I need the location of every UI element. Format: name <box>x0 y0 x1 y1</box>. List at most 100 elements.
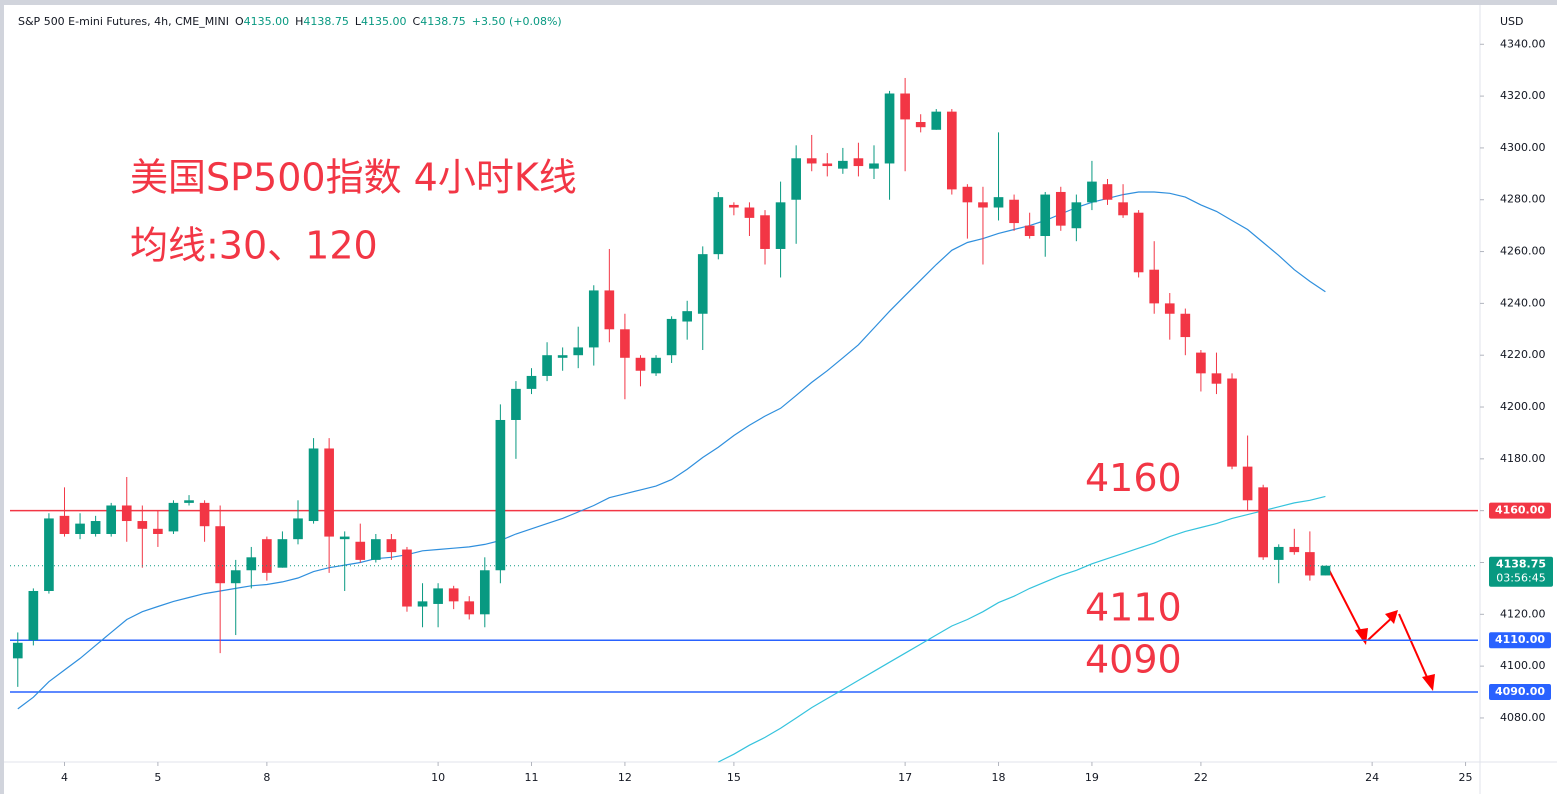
candle-body <box>744 207 755 218</box>
candle-body <box>1087 181 1097 203</box>
candle-body <box>1149 269 1160 304</box>
candle-body <box>1305 552 1315 576</box>
candle-body <box>511 388 521 420</box>
moving-average <box>17 191 1326 710</box>
candle-body <box>153 528 163 534</box>
legend-value: 4138.75 <box>420 15 466 28</box>
x-tick-label: 8 <box>263 771 270 784</box>
candle-body <box>12 642 23 659</box>
candle-body <box>542 355 552 376</box>
x-tick-label: 17 <box>898 771 912 784</box>
legend-value: 4138.75 <box>303 15 349 28</box>
y-tick-label: 4120.00 <box>1500 607 1546 620</box>
candle-body <box>386 539 397 553</box>
x-tick-label: 4 <box>61 771 68 784</box>
y-tick-label: 4200.00 <box>1500 400 1546 413</box>
candle-body <box>479 570 490 615</box>
last-price-bg <box>1489 556 1553 587</box>
candle-body <box>1055 191 1066 226</box>
candle-body <box>822 163 833 167</box>
candle-body <box>666 318 677 356</box>
candle-body <box>713 197 724 255</box>
candle-body <box>1289 546 1300 553</box>
candle-body <box>262 539 272 573</box>
candle-body <box>121 505 132 522</box>
candle-body <box>1118 202 1128 216</box>
candle-body <box>573 347 584 356</box>
arrow <box>1328 569 1365 639</box>
candle-body <box>433 588 443 604</box>
level-annotation: 4090 <box>1085 638 1182 682</box>
candle-body <box>1227 378 1237 467</box>
candle-body <box>324 448 334 537</box>
legend-value: 4135.00 <box>361 15 407 28</box>
candle-body <box>884 93 895 164</box>
y-tick-label: 4180.00 <box>1500 452 1546 465</box>
arrow-head <box>1385 610 1398 624</box>
y-tick-label: 4300.00 <box>1500 141 1546 154</box>
candle-body <box>184 500 194 503</box>
candle-body <box>1102 184 1113 200</box>
candle-body <box>869 163 879 169</box>
candle-body <box>1211 373 1222 384</box>
level-label-bg <box>1489 684 1551 701</box>
candle-body <box>215 526 225 584</box>
level-label-bg <box>1489 502 1551 519</box>
x-tick-label: 5 <box>154 771 161 784</box>
candle-body <box>1024 225 1035 237</box>
candle-body <box>526 375 537 389</box>
candle-body <box>464 601 475 615</box>
candle-body <box>993 197 1004 208</box>
legend-label: L <box>354 15 362 28</box>
x-tick-label: 25 <box>1459 771 1473 784</box>
level-annotation: 4110 <box>1085 586 1182 630</box>
candle-body <box>1071 202 1082 229</box>
candle-body <box>371 539 381 560</box>
candle-body <box>915 122 926 128</box>
level-label: 4110.00 <box>1495 633 1545 646</box>
projection-arrows <box>1328 569 1431 685</box>
candle-body <box>962 186 973 203</box>
y-tick-label: 4240.00 <box>1500 296 1546 309</box>
currency: USD <box>1500 15 1524 28</box>
legend-label: H <box>295 15 304 28</box>
candle-body <box>604 290 615 330</box>
candle-body <box>168 502 179 532</box>
legend-value: 4135.00 <box>243 15 290 28</box>
arrow <box>1398 613 1431 685</box>
annotation: 均线:30、120 <box>130 224 378 268</box>
x-tick-label: 11 <box>525 771 539 784</box>
candle-body <box>1320 565 1331 576</box>
candle-body <box>199 502 210 527</box>
top-border <box>0 0 1557 5</box>
y-tick-label: 4280.00 <box>1500 193 1546 206</box>
candle-body <box>1009 199 1019 224</box>
x-tick-label: 15 <box>727 771 741 784</box>
candle-body <box>1258 487 1268 558</box>
candle-body <box>230 570 241 584</box>
x-tick-label: 22 <box>1194 771 1208 784</box>
x-tick-label: 19 <box>1085 771 1099 784</box>
candle-body <box>339 536 350 540</box>
candle-body <box>806 158 817 164</box>
candle-body <box>495 419 506 571</box>
level-label: 4160.00 <box>1495 504 1545 517</box>
legend-label: C <box>412 15 421 28</box>
candle-body <box>620 329 630 358</box>
candle-body <box>729 204 739 208</box>
y-tick-label: 4320.00 <box>1500 89 1546 102</box>
candle-body <box>760 215 770 249</box>
countdown: 03:56:45 <box>1496 572 1545 585</box>
x-tick-label: 24 <box>1365 771 1379 784</box>
candle-body <box>1133 212 1144 273</box>
candle-body <box>557 355 568 358</box>
level-label: 4090.00 <box>1495 685 1545 698</box>
legend-label: O <box>234 15 244 28</box>
candle-body <box>277 539 288 568</box>
level-label-bg <box>1489 632 1551 649</box>
candle-body <box>931 111 942 130</box>
left-border <box>0 0 4 794</box>
legend-header: S&P 500 E-mini Futures, 4h, CME_MINI O413… <box>18 15 562 28</box>
level-annotation: 4160 <box>1085 456 1182 500</box>
